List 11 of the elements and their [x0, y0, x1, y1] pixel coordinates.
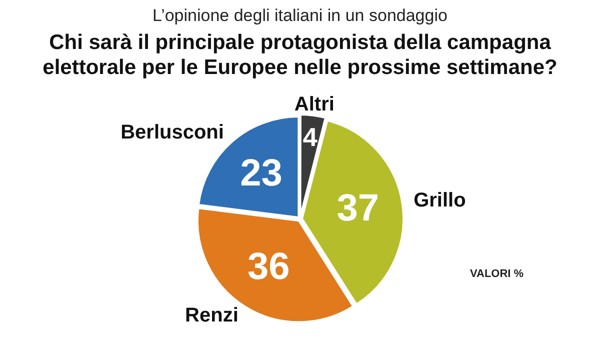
slice-label: Grillo: [414, 190, 466, 212]
slice-label: Berlusconi: [120, 121, 224, 144]
chart-subtitle: L’opinione degli italiani in un sondaggio: [152, 6, 448, 26]
text: VALORI %: [470, 268, 524, 280]
data-label: 23: [240, 152, 282, 195]
data-label: 4: [302, 122, 318, 152]
data-label: 37: [336, 187, 379, 230]
chart-title: Chi sarà il principale protagonista della campagna elettorale per le Europee nelle prossime settimane?: [42, 30, 558, 80]
slice-label: Altri: [294, 93, 334, 116]
data-label: 36: [247, 246, 290, 288]
slice-label: Renzi: [185, 304, 238, 327]
